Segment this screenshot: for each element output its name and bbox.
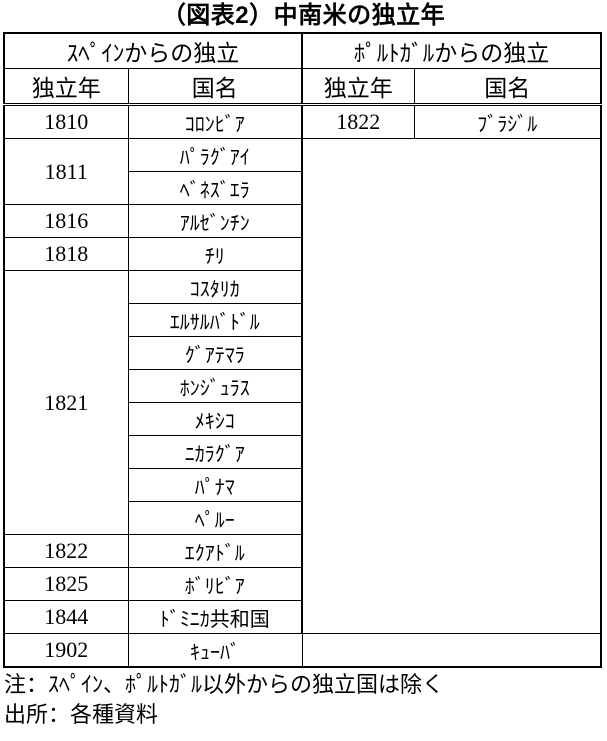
table-row: 1810 ｺﾛﾝﾋﾞｱ 1822 ﾌﾞﾗｼﾞﾙ (3, 104, 602, 139)
year-cell: 1821 (3, 270, 129, 535)
year-cell: 1810 (3, 104, 129, 139)
table-row: 1844 ﾄﾞﾐﾆｶ共和国 (3, 600, 601, 634)
portugal-country-column-header: 国名 (413, 68, 602, 106)
country-cell: ﾍﾟﾙｰ (127, 501, 303, 535)
spain-section-header: ｽﾍﾟｲﾝからの独立 (3, 32, 303, 69)
year-cell: 1902 (3, 633, 129, 668)
table-row: 1811 ﾊﾟﾗｸﾞｱｲ (3, 138, 602, 634)
year-cell: 1822 (301, 104, 415, 139)
footnotes: 注：ｽﾍﾟｲﾝ、ﾎﾟﾙﾄｶﾞﾙ以外からの独立国は除く 出所：各種資料 (4, 670, 607, 730)
independence-table: ｽﾍﾟｲﾝからの独立 ﾎﾟﾙﾄｶﾞﾙからの独立 独立年 国名 独立年 国名 18… (3, 32, 602, 668)
country-cell: ﾎﾝｼﾞｭﾗｽ (127, 369, 303, 403)
portugal-year-column-header: 独立年 (301, 68, 415, 106)
table-row: ﾍﾞﾈｽﾞｴﾗ (4, 171, 601, 205)
table-row: ﾆｶﾗｸﾞｱ (4, 435, 601, 469)
country-cell: ﾌﾞﾗｼﾞﾙ (413, 104, 602, 139)
portugal-empty-cell (301, 138, 602, 634)
portugal-section-header: ﾎﾟﾙﾄｶﾞﾙからの独立 (301, 32, 602, 69)
year-cell: 1811 (3, 138, 129, 205)
year-cell: 1818 (3, 237, 129, 271)
country-cell: ﾆｶﾗｸﾞｱ (127, 435, 303, 469)
country-cell: ﾁﾘ (127, 237, 303, 271)
table-row: 1818 ﾁﾘ (3, 237, 601, 271)
country-cell: ｸﾞｱﾃﾏﾗ (127, 336, 303, 370)
country-cell: ｱﾙｾﾞﾝﾁﾝ (127, 204, 303, 238)
year-cell: 1822 (3, 534, 129, 568)
source-line: 出所：各種資料 (4, 702, 159, 727)
table-row: 1816 ｱﾙｾﾞﾝﾁﾝ (3, 204, 601, 238)
table-row: 1902 ｷｭｰﾊﾞ (3, 633, 601, 668)
column-header-row: 独立年 国名 独立年 国名 (3, 68, 602, 106)
section-header-row: ｽﾍﾟｲﾝからの独立 ﾎﾟﾙﾄｶﾞﾙからの独立 (3, 32, 602, 69)
table-row: ﾎﾝｼﾞｭﾗｽ (4, 369, 601, 403)
year-cell: 1844 (3, 600, 129, 634)
year-cell: 1816 (3, 204, 129, 238)
country-cell: ﾍﾞﾈｽﾞｴﾗ (127, 171, 303, 205)
spain-year-column-header: 独立年 (3, 68, 129, 106)
note-line: 注：ｽﾍﾟｲﾝ、ﾎﾟﾙﾄｶﾞﾙ以外からの独立国は除く (4, 672, 445, 697)
country-cell: ｷｭｰﾊﾞ (127, 633, 303, 668)
country-cell: ﾒｷｼｺ (127, 402, 303, 436)
table-row: ｸﾞｱﾃﾏﾗ (4, 336, 601, 370)
page-title: （図表2）中南米の独立年 (161, 2, 446, 29)
country-cell: ｴｸｱﾄﾞﾙ (127, 534, 303, 568)
country-cell: ﾊﾟﾗｸﾞｱｲ (127, 138, 303, 172)
country-cell: ﾊﾟﾅﾏ (127, 468, 303, 502)
country-cell: ｺﾛﾝﾋﾞｱ (127, 104, 303, 139)
country-cell: ﾎﾞﾘﾋﾞｱ (127, 567, 303, 601)
table-row: 1822 ｴｸｱﾄﾞﾙ (3, 534, 601, 568)
country-cell: ｴﾙｻﾙﾊﾞﾄﾞﾙ (127, 303, 303, 337)
country-cell: ｺｽﾀﾘｶ (127, 270, 303, 304)
year-cell: 1825 (3, 567, 129, 601)
spain-country-column-header: 国名 (127, 68, 303, 106)
country-cell: ﾄﾞﾐﾆｶ共和国 (127, 600, 303, 634)
